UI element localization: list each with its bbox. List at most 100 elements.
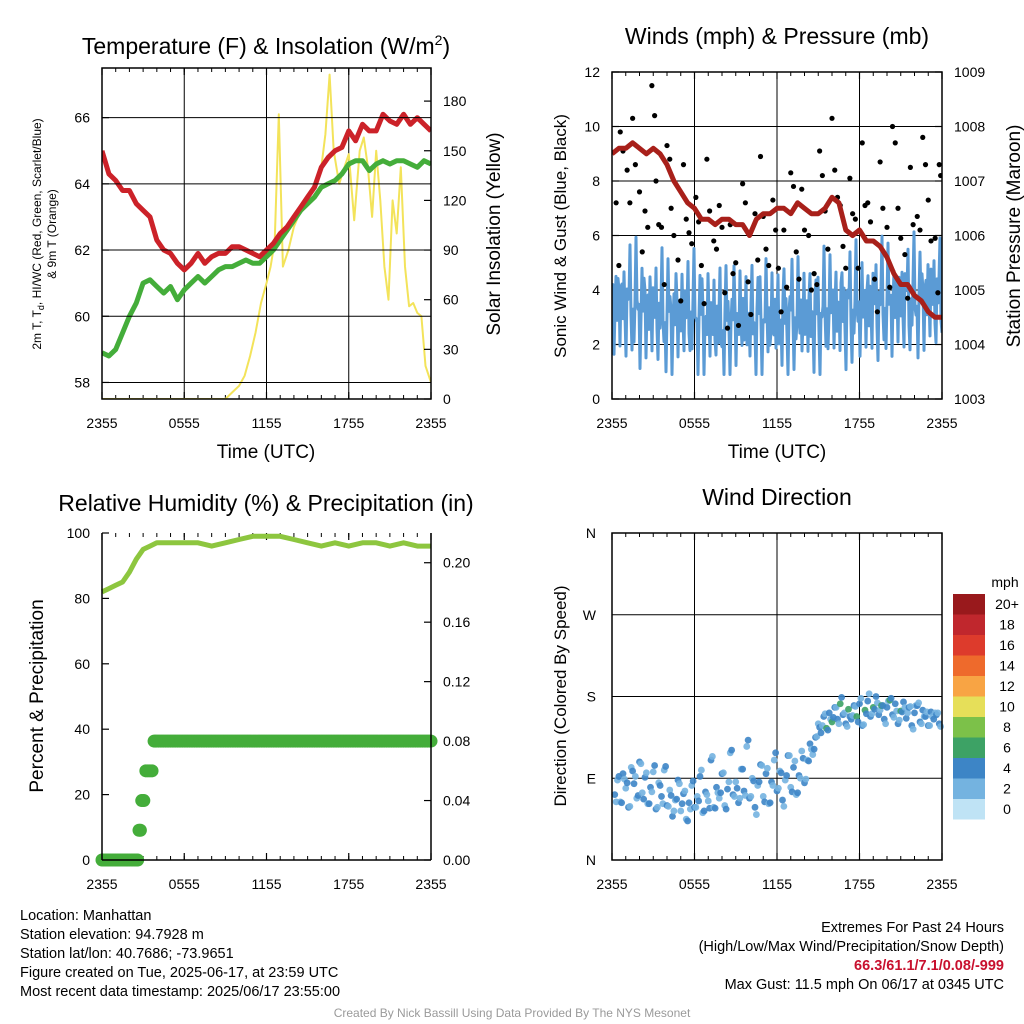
gust-point [910, 222, 916, 228]
direction-point [673, 795, 681, 803]
precip-point [145, 764, 159, 778]
y2-tick-label: 120 [443, 192, 467, 208]
gust-point [755, 257, 761, 263]
legend-swatch [953, 594, 985, 615]
gust-point [680, 162, 687, 168]
gust-point [799, 186, 805, 192]
y-tick-label: 0 [82, 852, 90, 868]
gust-point [624, 167, 630, 173]
y2-tick-label: 0 [443, 391, 451, 407]
direction-point [689, 777, 697, 785]
gust-point [713, 246, 720, 252]
direction-point [883, 704, 891, 711]
x-tick-label: 1155 [762, 876, 792, 892]
gust-point [722, 290, 728, 296]
direction-point [759, 793, 767, 800]
x-tick-label: 2355 [415, 876, 446, 892]
chart-title: Relative Humidity (%) & Precipitation (i… [58, 490, 473, 516]
gust-point [642, 208, 648, 214]
direction-point [845, 705, 852, 713]
gust-point [627, 200, 633, 206]
direction-point [937, 723, 945, 730]
gust-point [664, 142, 670, 149]
y-tick-label: 100 [67, 525, 91, 541]
y2-tick-label: 30 [443, 341, 459, 357]
direction-point [717, 789, 725, 797]
y-tick-label: 12 [584, 64, 600, 80]
y2-tick-label: 0.04 [443, 793, 470, 809]
gust-point [819, 172, 825, 179]
y-axis-label-line2: & 9m T (Orange) [45, 189, 59, 279]
direction-point [739, 765, 747, 773]
humidity-series [95, 533, 438, 867]
y-tick-label: N [586, 525, 596, 541]
direction-point [857, 694, 865, 702]
gust-point [935, 290, 941, 296]
direction-point [728, 746, 736, 754]
gust-point [887, 284, 893, 290]
gust-point [652, 113, 658, 119]
direction-point [670, 807, 678, 815]
y-tick-label: 2 [592, 337, 600, 353]
direction-point [790, 763, 797, 771]
legend-label: 2 [1003, 781, 1011, 797]
direction-point [780, 803, 788, 810]
x-tick-label: 1755 [333, 415, 364, 431]
y2-tick-label: 1009 [954, 64, 985, 80]
gust-point [920, 134, 926, 140]
direction-point [825, 709, 833, 717]
y-tick-label: 8 [592, 173, 600, 189]
direction-point [681, 787, 689, 795]
gust-point [711, 238, 717, 244]
legend-swatch [953, 758, 985, 779]
extremes-values: 66.3/61.1/7.1/0.08/-999 [854, 958, 1004, 974]
direction-point [751, 803, 759, 811]
x-tick-label: 1755 [844, 876, 875, 892]
direction-point [725, 778, 733, 786]
x-tick-label: 0555 [169, 415, 200, 431]
legend-swatch [953, 676, 985, 697]
gust-point [716, 202, 722, 209]
direction-point [711, 804, 719, 812]
legend-label: 20+ [995, 596, 1019, 612]
temperature-chart: 2355 0555 1155 1755 2355 58 60 62 64 66 0 30 60 90 120… [30, 32, 505, 463]
gust-point [867, 219, 874, 225]
y-tick-label: 4 [592, 282, 600, 298]
gust-point [829, 115, 835, 121]
direction-point [777, 769, 785, 777]
chart-title: Temperature (F) & Insolation (W/m2) [82, 32, 450, 59]
x-tick-label: 2355 [926, 876, 957, 892]
direction-point [750, 777, 758, 785]
direction-points [611, 690, 945, 825]
y-tick-label: E [587, 770, 596, 786]
direction-point [611, 791, 619, 798]
direction-point [618, 799, 626, 807]
gust-point [796, 276, 802, 282]
x-axis-label: Time (UTC) [217, 442, 316, 463]
x-tick-label: 1755 [844, 415, 875, 431]
direction-point [766, 799, 774, 807]
series-line [102, 73, 431, 399]
gust-point [656, 222, 662, 228]
gust-point [770, 197, 776, 203]
gust-point [793, 249, 799, 255]
x-tick-label: 1155 [251, 876, 281, 892]
gust-point [781, 227, 787, 233]
gust-point [840, 243, 846, 249]
gust-point [617, 129, 623, 135]
direction-point [696, 773, 704, 780]
direction-point [785, 752, 793, 759]
y-tick-label: 40 [74, 721, 90, 737]
gust-point [689, 241, 695, 247]
direction-point [810, 745, 818, 753]
direction-point [762, 770, 770, 778]
chart-title: Winds (mph) & Pressure (mb) [625, 23, 929, 49]
gust-point [630, 115, 636, 121]
legend-title: mph [991, 574, 1018, 590]
direction-point [637, 760, 645, 768]
y2-tick-label: 0.00 [443, 852, 470, 868]
direction-point [769, 782, 777, 789]
x-tick-label: 2355 [86, 415, 117, 431]
y-axis-label: 2m T, Td, HI/WC (Red, Green, Scarlet/Blu… [30, 118, 46, 349]
figure-created: Figure created on Tue, 2025-06-17, at 23… [20, 965, 339, 981]
